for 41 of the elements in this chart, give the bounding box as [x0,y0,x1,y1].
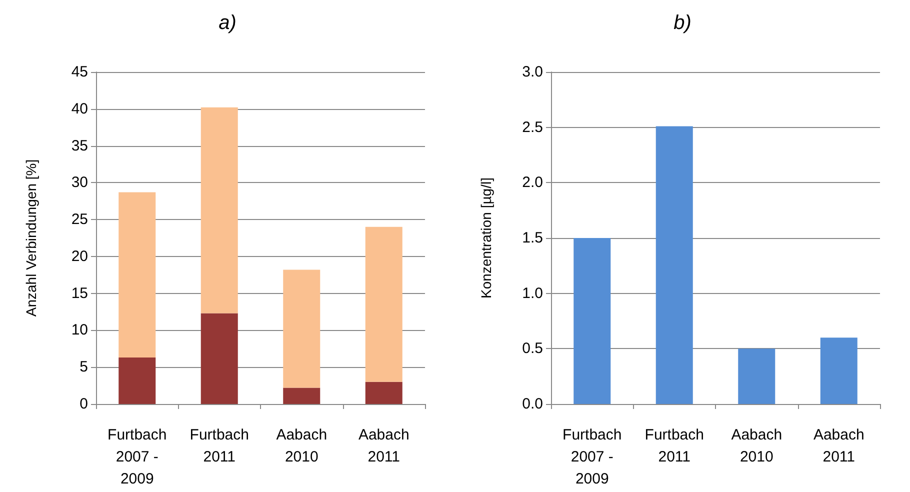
y-tick-label: 5 [80,358,88,376]
bar [738,348,776,404]
x-tick-label: Aabach 2011 [358,426,410,466]
y-tick-label: 2.0 [522,174,543,192]
y-tick-label: 10 [71,322,88,339]
y-tick-label: 1.0 [522,284,543,302]
y-tick-label: 20 [71,248,88,265]
bar [283,388,320,404]
y-tick-label: 35 [71,137,88,154]
y-tick-label: 3.0 [522,64,543,80]
bar [656,126,693,404]
y-tick-label: 45 [71,64,88,80]
y-tick-label: 0.0 [522,396,543,412]
x-tick-label: Aabach 2011 [813,426,864,466]
bar [283,270,320,388]
x-tick-label: Furtbach 2011 [190,426,249,466]
y-tick-label: 40 [71,100,88,118]
bar [365,382,402,404]
x-tick-label: Aabach 2010 [276,426,328,466]
y-axis-title: Konzentration [µg/l] [478,178,494,298]
bar [574,238,611,404]
y-tick-label: 15 [71,284,88,302]
bar [365,226,402,382]
x-tick-label: Aabach 2010 [731,426,782,466]
y-axis-title: Anzahl Verbindungen [%] [23,159,39,317]
y-tick-label: 0 [80,396,88,412]
y-tick-label: 25 [71,211,88,228]
bar [118,358,156,404]
x-tick-label: Furtbach 2011 [644,426,704,466]
bar [820,338,858,404]
bar [200,107,238,314]
y-tick-label: 2.5 [522,118,543,136]
bar [200,313,238,404]
y-tick-label: 30 [71,174,88,192]
bar [118,192,156,358]
chart-title: a) [218,12,236,34]
x-tick-label: Furtbach 2007 - 2009 [108,426,167,488]
y-tick-label: 0.5 [522,340,543,358]
chart-title: b) [674,12,692,34]
x-tick-label: Furtbach 2007 - 2009 [562,426,622,488]
y-tick-label: 1.5 [522,230,543,246]
